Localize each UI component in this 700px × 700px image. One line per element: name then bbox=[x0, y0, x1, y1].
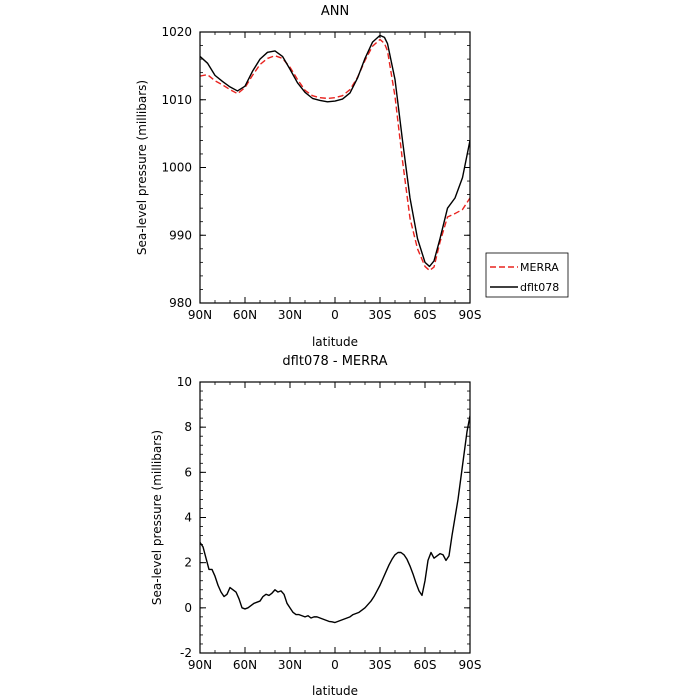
y-tick-label: 1010 bbox=[161, 93, 192, 107]
x-tick-label: 0 bbox=[331, 658, 339, 672]
chart-title: dflt078 - MERRA bbox=[282, 354, 387, 369]
legend-label-merra: MERRA bbox=[520, 261, 559, 274]
legend-label-dflt078: dflt078 bbox=[520, 281, 559, 294]
x-tick-label: 90N bbox=[188, 658, 212, 672]
x-tick-label: 60S bbox=[414, 308, 437, 322]
series-line-dflt078 bbox=[200, 34, 470, 268]
y-tick-label: 8 bbox=[184, 420, 192, 434]
x-tick-label: 0 bbox=[331, 308, 339, 322]
x-tick-label: 60N bbox=[233, 308, 257, 322]
x-tick-label: 30S bbox=[369, 658, 392, 672]
x-axis-label: latitude bbox=[312, 684, 358, 698]
x-tick-label: 60N bbox=[233, 658, 257, 672]
x-tick-label: 90S bbox=[459, 308, 482, 322]
y-tick-label: -2 bbox=[180, 646, 192, 660]
x-tick-label: 30N bbox=[278, 308, 302, 322]
series-line-difference bbox=[200, 415, 470, 624]
y-tick-label: 4 bbox=[184, 511, 192, 525]
y-tick-label: 10 bbox=[177, 375, 192, 389]
y-tick-label: 980 bbox=[169, 296, 192, 310]
x-axis-label: latitude bbox=[312, 335, 358, 349]
x-tick-label: 30S bbox=[369, 308, 392, 322]
y-tick-label: 0 bbox=[184, 601, 192, 615]
chart-title: ANN bbox=[321, 4, 349, 19]
y-axis-label: Sea-level pressure (millibars) bbox=[135, 80, 149, 255]
y-tick-label: 2 bbox=[184, 556, 192, 570]
plot-frame bbox=[199, 381, 471, 654]
y-tick-label: 990 bbox=[169, 228, 192, 242]
y-axis-label: Sea-level pressure (millibars) bbox=[150, 430, 164, 605]
series-group bbox=[200, 34, 470, 272]
y-tick-label: 1000 bbox=[161, 161, 192, 175]
chart-top: 90N 60N 30N 0 30S 60S 90S 980 990 1000 1010 1020 ANN… bbox=[135, 4, 569, 349]
series-line-merra bbox=[200, 38, 470, 272]
x-tick-label: 30N bbox=[278, 658, 302, 672]
x-tick-label: 90N bbox=[188, 308, 212, 322]
legend: MERRA dflt078 bbox=[485, 252, 569, 298]
y-tick-label: 6 bbox=[184, 465, 192, 479]
series-group bbox=[200, 415, 470, 624]
legend-box bbox=[485, 252, 569, 298]
plot-frame bbox=[199, 31, 471, 304]
y-tick-label: 1020 bbox=[161, 25, 192, 39]
x-tick-label: 90S bbox=[459, 658, 482, 672]
x-tick-label: 60S bbox=[414, 658, 437, 672]
chart-bottom: 90N 60N 30N 0 30S 60S 90S -2 0 2 4 6 8 10 dflt078 - ME… bbox=[150, 354, 481, 698]
